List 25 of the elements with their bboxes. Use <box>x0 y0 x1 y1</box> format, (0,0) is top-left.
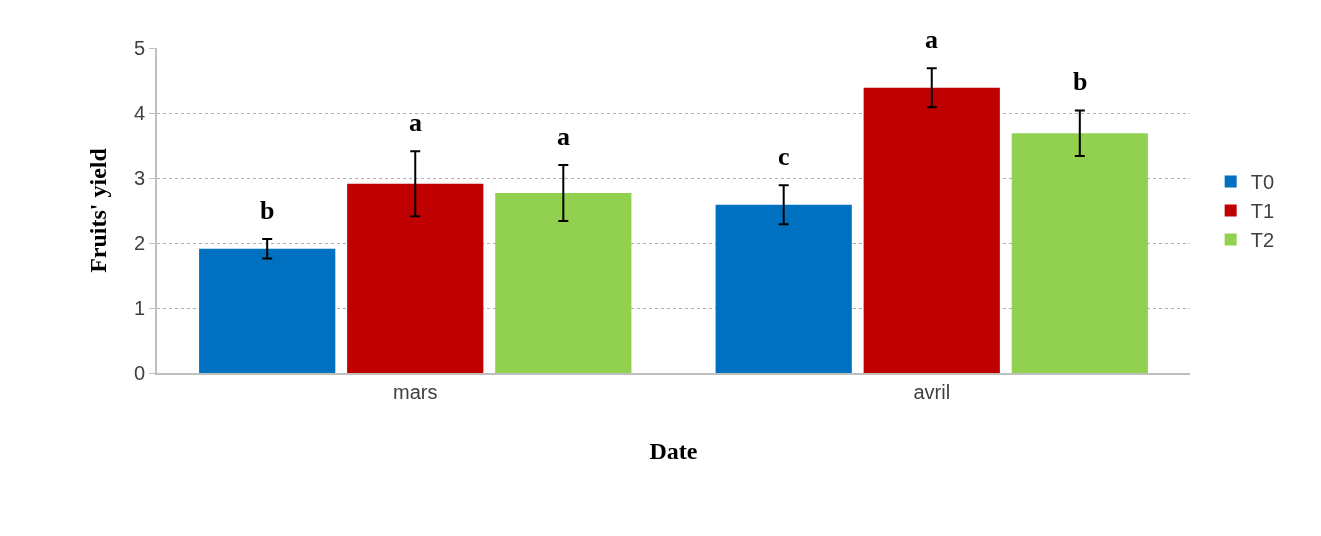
annotation: a <box>925 25 938 54</box>
bar <box>495 192 632 373</box>
x-axis-title: Date <box>649 437 698 464</box>
y-tick-label: 2 <box>133 232 145 254</box>
bar <box>1011 133 1148 373</box>
y-axis-title: Fruits' yield <box>85 147 112 273</box>
x-tick-label: mars <box>393 381 438 403</box>
annotation: a <box>557 122 570 151</box>
x-tick-label: avril <box>913 381 951 403</box>
annotation: b <box>1073 67 1088 96</box>
bar <box>199 248 336 373</box>
y-tick-label: 4 <box>133 102 145 124</box>
legend-label: T1 <box>1250 200 1274 223</box>
y-tick-label: 5 <box>133 37 145 59</box>
bar <box>863 87 1000 373</box>
y-tick-label: 0 <box>133 362 145 384</box>
y-tick-label: 1 <box>133 297 145 319</box>
annotation: c <box>778 142 790 171</box>
annotation: a <box>409 108 422 137</box>
bar <box>715 204 852 373</box>
legend-label: T2 <box>1250 229 1274 252</box>
annotation: b <box>260 196 275 225</box>
legend-label: T0 <box>1250 171 1274 194</box>
y-tick-label: 3 <box>133 167 145 189</box>
bar <box>347 183 484 373</box>
